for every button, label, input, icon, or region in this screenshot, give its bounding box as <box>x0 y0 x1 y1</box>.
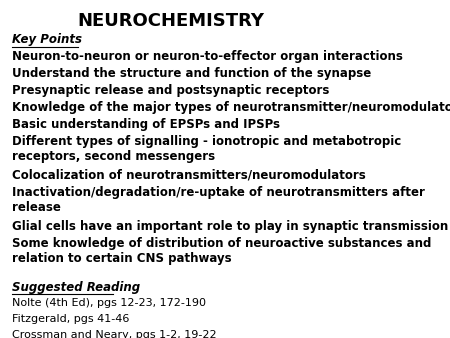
Text: Colocalization of neurotransmitters/neuromodulators: Colocalization of neurotransmitters/neur… <box>12 169 365 182</box>
Text: Neuron-to-neuron or neuron-to-effector organ interactions: Neuron-to-neuron or neuron-to-effector o… <box>12 50 402 63</box>
Text: Glial cells have an important role to play in synaptic transmission: Glial cells have an important role to pl… <box>12 220 448 233</box>
Text: Crossman and Neary, pgs 1-2, 19-22: Crossman and Neary, pgs 1-2, 19-22 <box>12 330 216 338</box>
Text: Basic understanding of EPSPs and IPSPs: Basic understanding of EPSPs and IPSPs <box>12 118 279 131</box>
Text: Presynaptic release and postsynaptic receptors: Presynaptic release and postsynaptic rec… <box>12 84 329 97</box>
Text: Inactivation/degradation/re-uptake of neurotransmitters after
release: Inactivation/degradation/re-uptake of ne… <box>12 186 424 214</box>
Text: Some knowledge of distribution of neuroactive substances and
relation to certain: Some knowledge of distribution of neuroa… <box>12 237 431 265</box>
Text: Suggested Reading: Suggested Reading <box>12 281 139 294</box>
Text: Knowledge of the major types of neurotransmitter/neuromodulator: Knowledge of the major types of neurotra… <box>12 101 450 114</box>
Text: Fitzgerald, pgs 41-46: Fitzgerald, pgs 41-46 <box>12 314 129 324</box>
Text: Different types of signalling - ionotropic and metabotropic
receptors, second me: Different types of signalling - ionotrop… <box>12 135 401 163</box>
Text: NEUROCHEMISTRY: NEUROCHEMISTRY <box>77 12 264 30</box>
Text: Nolte (4th Ed), pgs 12-23, 172-190: Nolte (4th Ed), pgs 12-23, 172-190 <box>12 298 206 308</box>
Text: Understand the structure and function of the synapse: Understand the structure and function of… <box>12 67 371 80</box>
Text: Key Points: Key Points <box>12 33 81 46</box>
